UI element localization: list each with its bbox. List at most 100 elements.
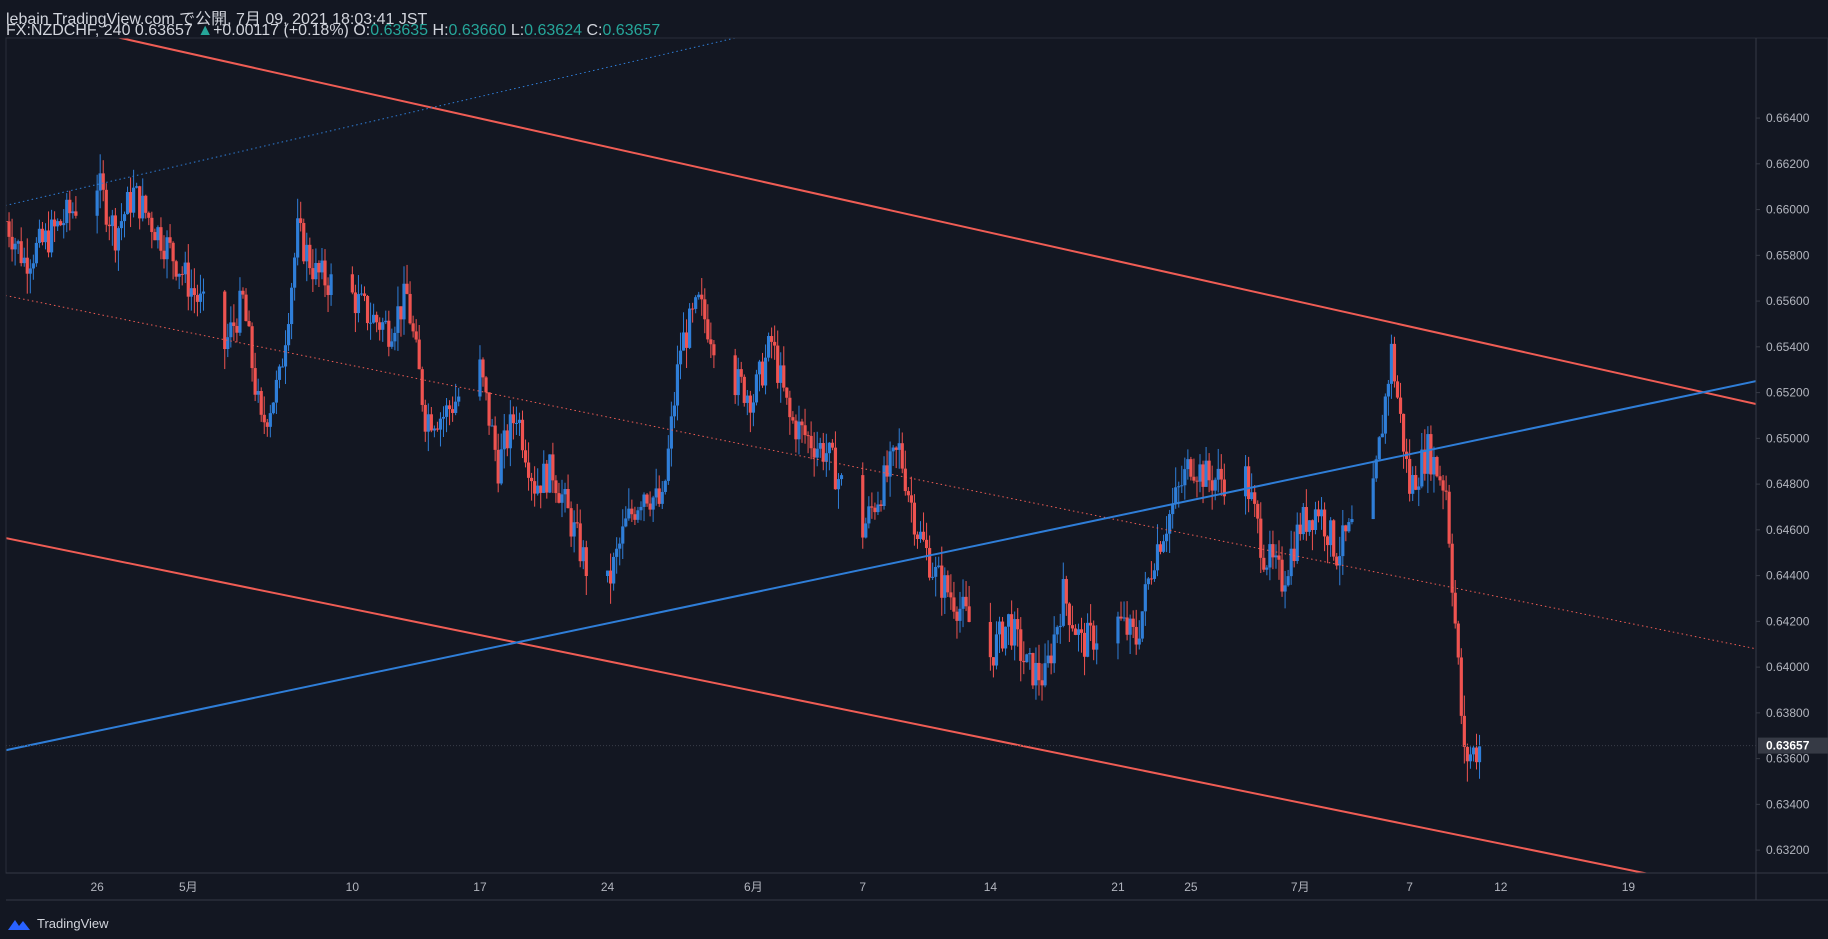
candle-body — [444, 405, 449, 417]
candle-body — [703, 299, 707, 320]
candle-body — [135, 186, 139, 188]
candle-body — [296, 218, 300, 258]
candle-body — [1432, 457, 1436, 475]
candle-body — [256, 391, 260, 395]
candle-body — [198, 293, 203, 302]
candle-body — [776, 345, 780, 383]
candle-body — [125, 192, 130, 215]
candle-body — [314, 263, 318, 280]
candle-body — [530, 477, 534, 482]
candle-body — [867, 506, 871, 524]
candle-body — [1468, 754, 1473, 762]
candle-body — [575, 522, 579, 524]
candle-body — [760, 361, 765, 386]
candle-body — [156, 227, 160, 241]
candle-body — [1171, 503, 1175, 515]
candle-body — [937, 565, 941, 567]
candle-body — [988, 621, 992, 658]
candle-body — [43, 230, 48, 243]
candle-body — [104, 189, 108, 225]
candle-body — [1092, 625, 1096, 650]
candle-body — [387, 320, 391, 347]
y-tick-label: 0.64800 — [1766, 477, 1810, 491]
candle-body — [10, 236, 14, 250]
candle-body — [329, 274, 333, 296]
y-tick-label: 0.63400 — [1766, 797, 1810, 811]
candle-body — [317, 263, 321, 273]
candle-body — [365, 296, 370, 324]
candle-body — [71, 211, 75, 214]
y-tick-label: 0.65200 — [1766, 386, 1810, 400]
candle-body — [1079, 629, 1084, 633]
candle-body — [162, 250, 166, 260]
candle-body — [800, 421, 804, 426]
high-label: H: — [432, 22, 449, 39]
footer-brand[interactable]: TradingView — [6, 916, 109, 931]
candle-body — [122, 214, 127, 222]
x-tick-label: 19 — [1622, 880, 1636, 894]
candle-body — [621, 526, 625, 544]
candle-body — [1316, 509, 1321, 517]
candle-body — [113, 215, 117, 251]
candle-body — [1216, 468, 1220, 480]
candle-body — [1204, 460, 1208, 487]
candle-body — [1034, 662, 1038, 686]
candle-body — [1140, 611, 1144, 639]
candle-body — [405, 283, 409, 294]
candle-body — [511, 414, 515, 424]
candle-body — [1414, 475, 1418, 490]
candle-body — [46, 230, 51, 253]
candle-body — [539, 485, 543, 493]
trend-upper-line — [6, 38, 736, 206]
candle-body — [1283, 585, 1287, 592]
candle-body — [493, 425, 497, 450]
candle-body — [1143, 584, 1147, 612]
y-tick-label: 0.66400 — [1766, 111, 1810, 125]
tradingview-logo-icon — [8, 919, 30, 930]
candle-body — [900, 443, 904, 469]
candle-body — [454, 401, 458, 413]
candle-body — [572, 522, 576, 537]
candle-body — [1301, 507, 1305, 535]
candle-body — [694, 297, 698, 309]
candle-body — [964, 596, 968, 607]
candle-body — [921, 531, 926, 540]
candle-body — [949, 592, 953, 598]
candle-body — [812, 448, 816, 458]
candle-body — [1392, 343, 1397, 382]
candle-body — [1082, 632, 1087, 657]
candle-body — [201, 291, 206, 294]
candle-body — [438, 418, 443, 430]
candle-body — [1344, 525, 1348, 532]
candle-body — [320, 260, 324, 273]
candle-body — [1450, 543, 1454, 593]
x-tick-label: 17 — [473, 880, 487, 894]
candle-body — [876, 504, 880, 513]
candle-body — [627, 508, 631, 519]
candle-body — [49, 219, 54, 253]
candle-body — [1131, 618, 1135, 627]
candle-body — [773, 341, 777, 346]
candle-body — [1408, 458, 1412, 494]
candle-body — [1119, 616, 1123, 619]
candle-body — [183, 262, 187, 275]
candle-body — [870, 506, 874, 508]
candle-body — [1168, 514, 1172, 534]
candle-body — [420, 369, 424, 405]
candle-body — [584, 547, 588, 576]
candle-body — [666, 448, 670, 481]
candle-body — [426, 414, 430, 432]
candle-body — [16, 241, 20, 244]
candle-body — [238, 290, 242, 333]
candle-body — [110, 215, 114, 227]
candle-body — [636, 510, 640, 520]
candle-body — [1265, 567, 1269, 570]
candle-body — [1073, 628, 1078, 635]
candle-body — [830, 442, 834, 448]
candle-body — [918, 531, 923, 540]
candle-body — [1210, 480, 1214, 491]
candle-body — [569, 508, 573, 537]
up-arrow-icon: ▲ — [197, 22, 214, 39]
candle-body — [1398, 397, 1403, 414]
